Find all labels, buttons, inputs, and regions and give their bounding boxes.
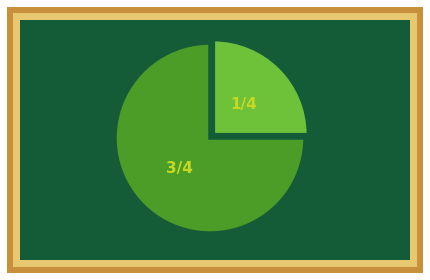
Text: 3/4: 3/4 <box>166 161 193 176</box>
Text: 1/4: 1/4 <box>230 97 257 112</box>
Wedge shape <box>115 43 305 233</box>
Bar <box>20 20 410 260</box>
Wedge shape <box>213 40 308 135</box>
